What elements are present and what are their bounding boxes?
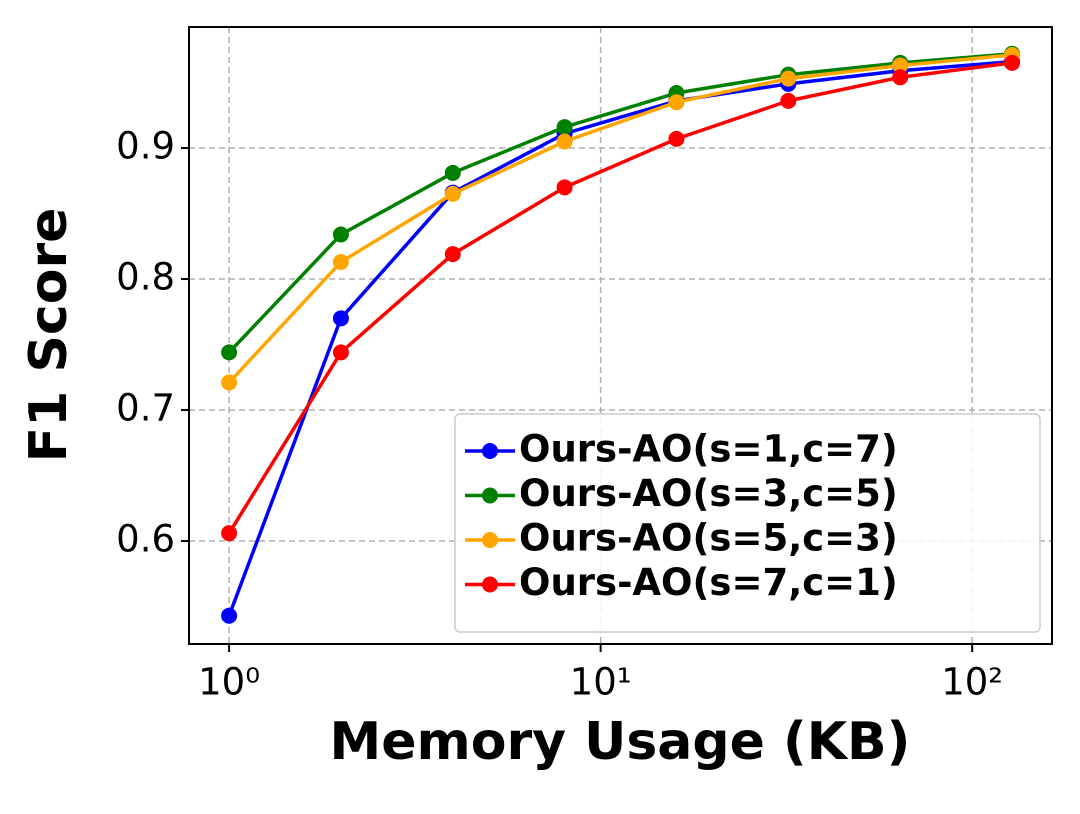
series-line <box>227 61 1013 535</box>
point <box>892 69 909 86</box>
point <box>556 119 573 136</box>
legend-marker <box>482 576 498 593</box>
point <box>444 185 461 202</box>
x-tick-label: 10¹ <box>570 661 632 704</box>
point <box>780 70 797 87</box>
point <box>556 179 573 196</box>
series-line <box>227 51 1013 354</box>
point <box>332 310 349 327</box>
y-tick-label: 0.8 <box>116 256 175 299</box>
point <box>332 226 349 243</box>
point <box>892 57 909 74</box>
series-line <box>227 59 1013 617</box>
plot-frame <box>188 26 1053 645</box>
legend-marker <box>482 487 498 504</box>
point <box>668 94 685 111</box>
point <box>668 130 685 147</box>
legend-label: Ours-AO(s=3,c=5) <box>519 472 898 515</box>
legend-marker <box>482 443 498 459</box>
point <box>221 607 238 624</box>
legend-box <box>454 413 1041 633</box>
point <box>556 133 573 150</box>
legend-marker <box>482 532 498 548</box>
series-line <box>227 53 1013 384</box>
x-axis-label: Memory Usage (KB) <box>330 712 911 772</box>
point <box>221 344 238 361</box>
y-tick-label: 0.9 <box>116 125 175 168</box>
point <box>444 246 461 263</box>
y-tick-label: 0.6 <box>116 518 175 561</box>
point <box>221 525 238 542</box>
x-tick-label: 10⁰ <box>198 661 260 704</box>
point <box>332 344 349 361</box>
point <box>1004 54 1021 71</box>
y-tick-label: 0.7 <box>116 387 175 430</box>
point <box>780 92 797 109</box>
x-tick-label: 10² <box>941 661 1003 704</box>
point <box>444 164 461 181</box>
y-axis-label: F1 Score <box>19 208 79 463</box>
point <box>221 374 238 391</box>
legend-label: Ours-AO(s=1,c=7) <box>519 428 898 471</box>
legend-label: Ours-AO(s=7,c=1) <box>519 561 898 604</box>
point <box>332 254 349 271</box>
legend-label: Ours-AO(s=5,c=3) <box>519 517 898 560</box>
